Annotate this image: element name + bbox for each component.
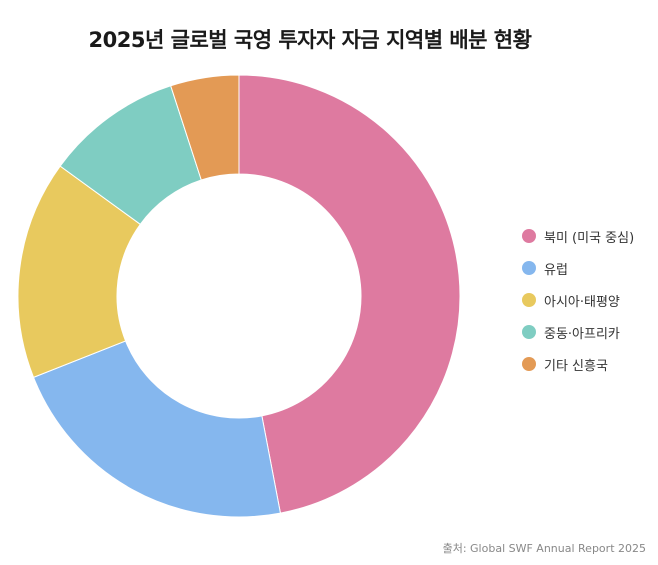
donut-slice-4 xyxy=(170,74,240,181)
legend-label: 유럽 xyxy=(544,262,568,278)
chart-title: 2025년 글로벌 국영 투자자 자금 지역별 배분 현황 xyxy=(88,28,532,52)
legend-item: 중동·아프리카 xyxy=(522,316,634,348)
legend-item: 기타 신흥국 xyxy=(522,348,634,380)
legend-swatch xyxy=(522,357,536,371)
donut-slice-0 xyxy=(238,74,461,514)
donut-slice-1 xyxy=(32,340,281,518)
legend-item: 유럽 xyxy=(522,252,634,284)
legend-swatch xyxy=(522,261,536,275)
legend-label: 아시아·태평양 xyxy=(544,294,620,310)
source-note: 출처: Global SWF Annual Report 2025 xyxy=(442,542,646,555)
legend-swatch xyxy=(522,325,536,339)
legend-label: 기타 신흥국 xyxy=(544,358,608,374)
legend-swatch xyxy=(522,229,536,243)
legend-item: 아시아·태평양 xyxy=(522,284,634,316)
legend-label: 북미 (미국 중심) xyxy=(544,230,635,246)
legend-swatch xyxy=(522,293,536,307)
legend-label: 중동·아프리카 xyxy=(544,326,620,342)
donut-slices xyxy=(17,74,461,518)
legend-item: 북미 (미국 중심) xyxy=(522,220,634,252)
